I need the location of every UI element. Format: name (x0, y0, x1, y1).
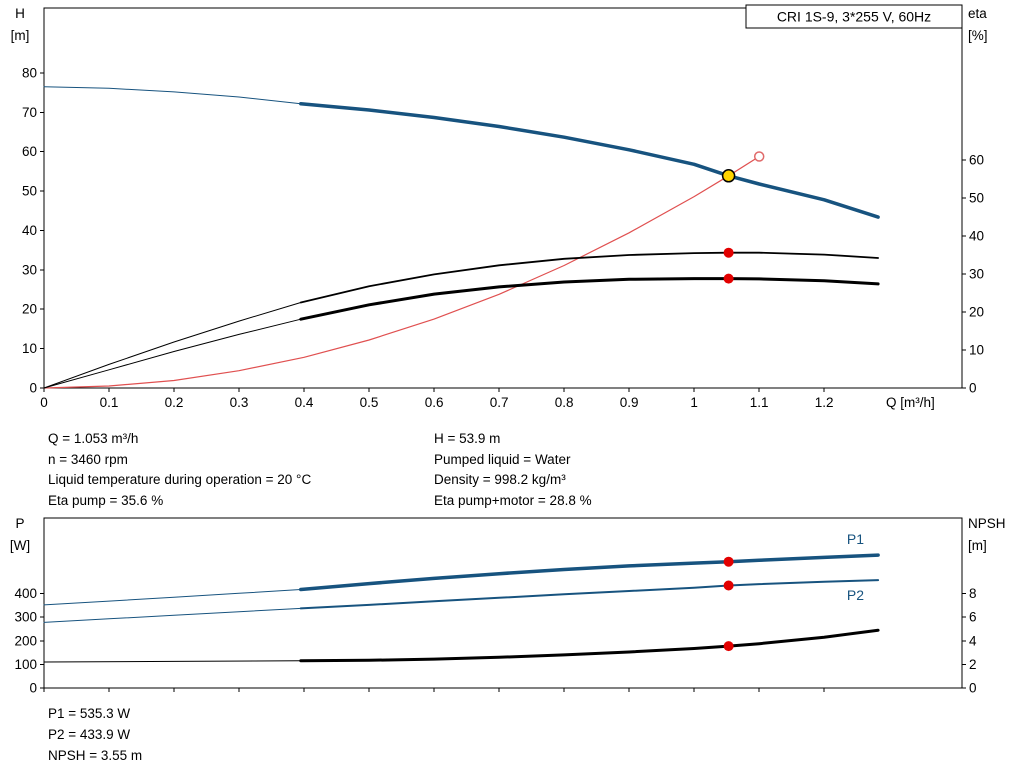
p1-curve-thin (43, 589, 302, 606)
y-right-tick-label: 2 (969, 657, 977, 672)
x-tick-label: 0.3 (230, 395, 249, 410)
system-curve (43, 155, 760, 389)
y-left-tick-label: 300 (14, 610, 37, 625)
p1-label: P1 (847, 531, 864, 547)
y-right-tick-label: 60 (969, 153, 984, 168)
head-curve-thin (43, 86, 302, 105)
p2-duty-dot (723, 580, 734, 591)
annotation-p1: P1 = 535.3 W (48, 706, 131, 721)
npsh-curve (299, 628, 880, 663)
x-tick-label: 0.6 (425, 395, 444, 410)
y-left-tick-label: 30 (22, 262, 37, 277)
duty-point-marker[interactable] (721, 169, 736, 183)
annotation-eta-pump: Eta pump = 35.6 % (48, 493, 164, 509)
y-right-tick-label: 30 (969, 267, 984, 282)
y-left-tick-label: 200 (14, 633, 37, 648)
x-tick-label: 0 (40, 395, 48, 410)
y-right-tick-label: 4 (969, 633, 977, 648)
x-tick-label: 0.9 (620, 395, 639, 410)
y-right-axis-title: [m] (968, 538, 987, 553)
y-right-tick-label: 50 (969, 191, 984, 206)
p1-duty-dot (723, 556, 734, 567)
annotation-head: H = 53.9 m (434, 431, 501, 446)
alternative-duty-marker (753, 151, 765, 162)
eta-pump-motor-duty-dot (723, 273, 734, 284)
y-left-tick-label: 100 (14, 657, 37, 672)
duty-data-right-column: H = 53.9 m Pumped liquid = Water Density… (434, 429, 592, 512)
y-right-axis-title: [%] (968, 28, 988, 43)
x-tick-label: 0.1 (100, 395, 119, 410)
p2-label: P2 (847, 587, 864, 603)
x-tick-label: 1.2 (815, 395, 834, 410)
chart-title: CRI 1S-9, 3*255 V, 60Hz (777, 9, 931, 25)
y-left-tick-label: 50 (22, 184, 37, 199)
p2-curve (299, 579, 880, 610)
y-right-tick-label: 6 (969, 610, 977, 625)
plot-frame (43, 517, 963, 689)
y-left-axis-title: [W] (10, 538, 30, 553)
annotation-eta-pump-motor: Eta pump+motor = 28.8 % (434, 493, 592, 509)
y-right-axis-title: eta (968, 6, 987, 21)
y-left-tick-label: 80 (22, 65, 37, 80)
x-tick-label: 0.2 (165, 395, 184, 410)
eta-pump-motor-curve-thin (43, 318, 302, 389)
chart-title-box (745, 4, 963, 29)
annotation-pumped-liquid: Pumped liquid = Water (434, 451, 571, 467)
y-right-tick-label: 0 (969, 681, 977, 696)
eta-pump-motor-curve (299, 277, 880, 321)
p2-curve-thin (43, 607, 302, 623)
y-right-tick-label: 20 (969, 305, 984, 320)
power-data-column: P1 = 535.3 W P2 = 433.9 W NPSH = 3.55 m (48, 703, 142, 766)
y-left-axis-title: [m] (11, 28, 30, 43)
y-left-tick-label: 0 (29, 681, 37, 696)
annotation-p2: P2 = 433.9 W (48, 727, 131, 742)
p1-curve (299, 553, 880, 592)
power-npsh-chart: 0 100 200 300 400 P [W] 0 2 4 6 8 NPSH [m] P1 P2 (10, 516, 1006, 696)
annotation-density: Density = 998.2 kg/m³ (434, 472, 566, 488)
head-curve (299, 101, 880, 219)
y-right-tick-label: 10 (969, 343, 984, 358)
annotation-liquid-temperature: Liquid temperature during operation = 20… (48, 472, 312, 488)
y-right-tick-label: 0 (969, 381, 977, 396)
x-tick-label: 0.8 (555, 395, 574, 410)
qh-eta-chart: 0 0.1 0.2 0.3 0.4 0.5 0.6 0.7 0.8 0.9 1 1.1 1.2 Q [m³… (11, 4, 988, 410)
y-left-tick-label: 60 (22, 144, 37, 159)
eta-pump-curve-thin (43, 302, 302, 389)
eta-pump-curve (299, 251, 879, 304)
eta-pump-duty-dot (723, 247, 734, 258)
y-left-tick-label: 10 (22, 341, 37, 356)
x-tick-label: 1.1 (750, 395, 769, 410)
plot-frame (43, 7, 963, 389)
y-left-tick-label: 0 (29, 381, 37, 396)
x-tick-label: 1 (690, 395, 698, 410)
y-left-tick-label: 400 (14, 586, 37, 601)
y-left-axis-title: H (15, 6, 25, 21)
duty-data-left-column: Q = 1.053 m³/h n = 3460 rpm Liquid tempe… (48, 429, 311, 512)
annotation-npsh: NPSH = 3.55 m (48, 748, 143, 763)
x-tick-label: 0.5 (360, 395, 379, 410)
y-right-tick-label: 40 (969, 229, 984, 244)
y-left-axis-title: P (15, 516, 24, 531)
npsh-duty-dot (723, 641, 734, 652)
y-left-tick-label: 40 (22, 223, 37, 238)
x-axis-title: Q [m³/h] (886, 395, 935, 410)
y-left-tick-label: 20 (22, 302, 37, 317)
npsh-curve-thin (43, 660, 302, 663)
y-right-axis-title: NPSH (968, 516, 1006, 531)
x-tick-label: 0.4 (295, 395, 314, 410)
y-right-tick-label: 8 (969, 586, 977, 601)
annotation-flow: Q = 1.053 m³/h (48, 431, 139, 446)
y-left-tick-label: 70 (22, 105, 37, 120)
annotation-speed: n = 3460 rpm (48, 451, 128, 467)
x-tick-label: 0.7 (490, 395, 509, 410)
